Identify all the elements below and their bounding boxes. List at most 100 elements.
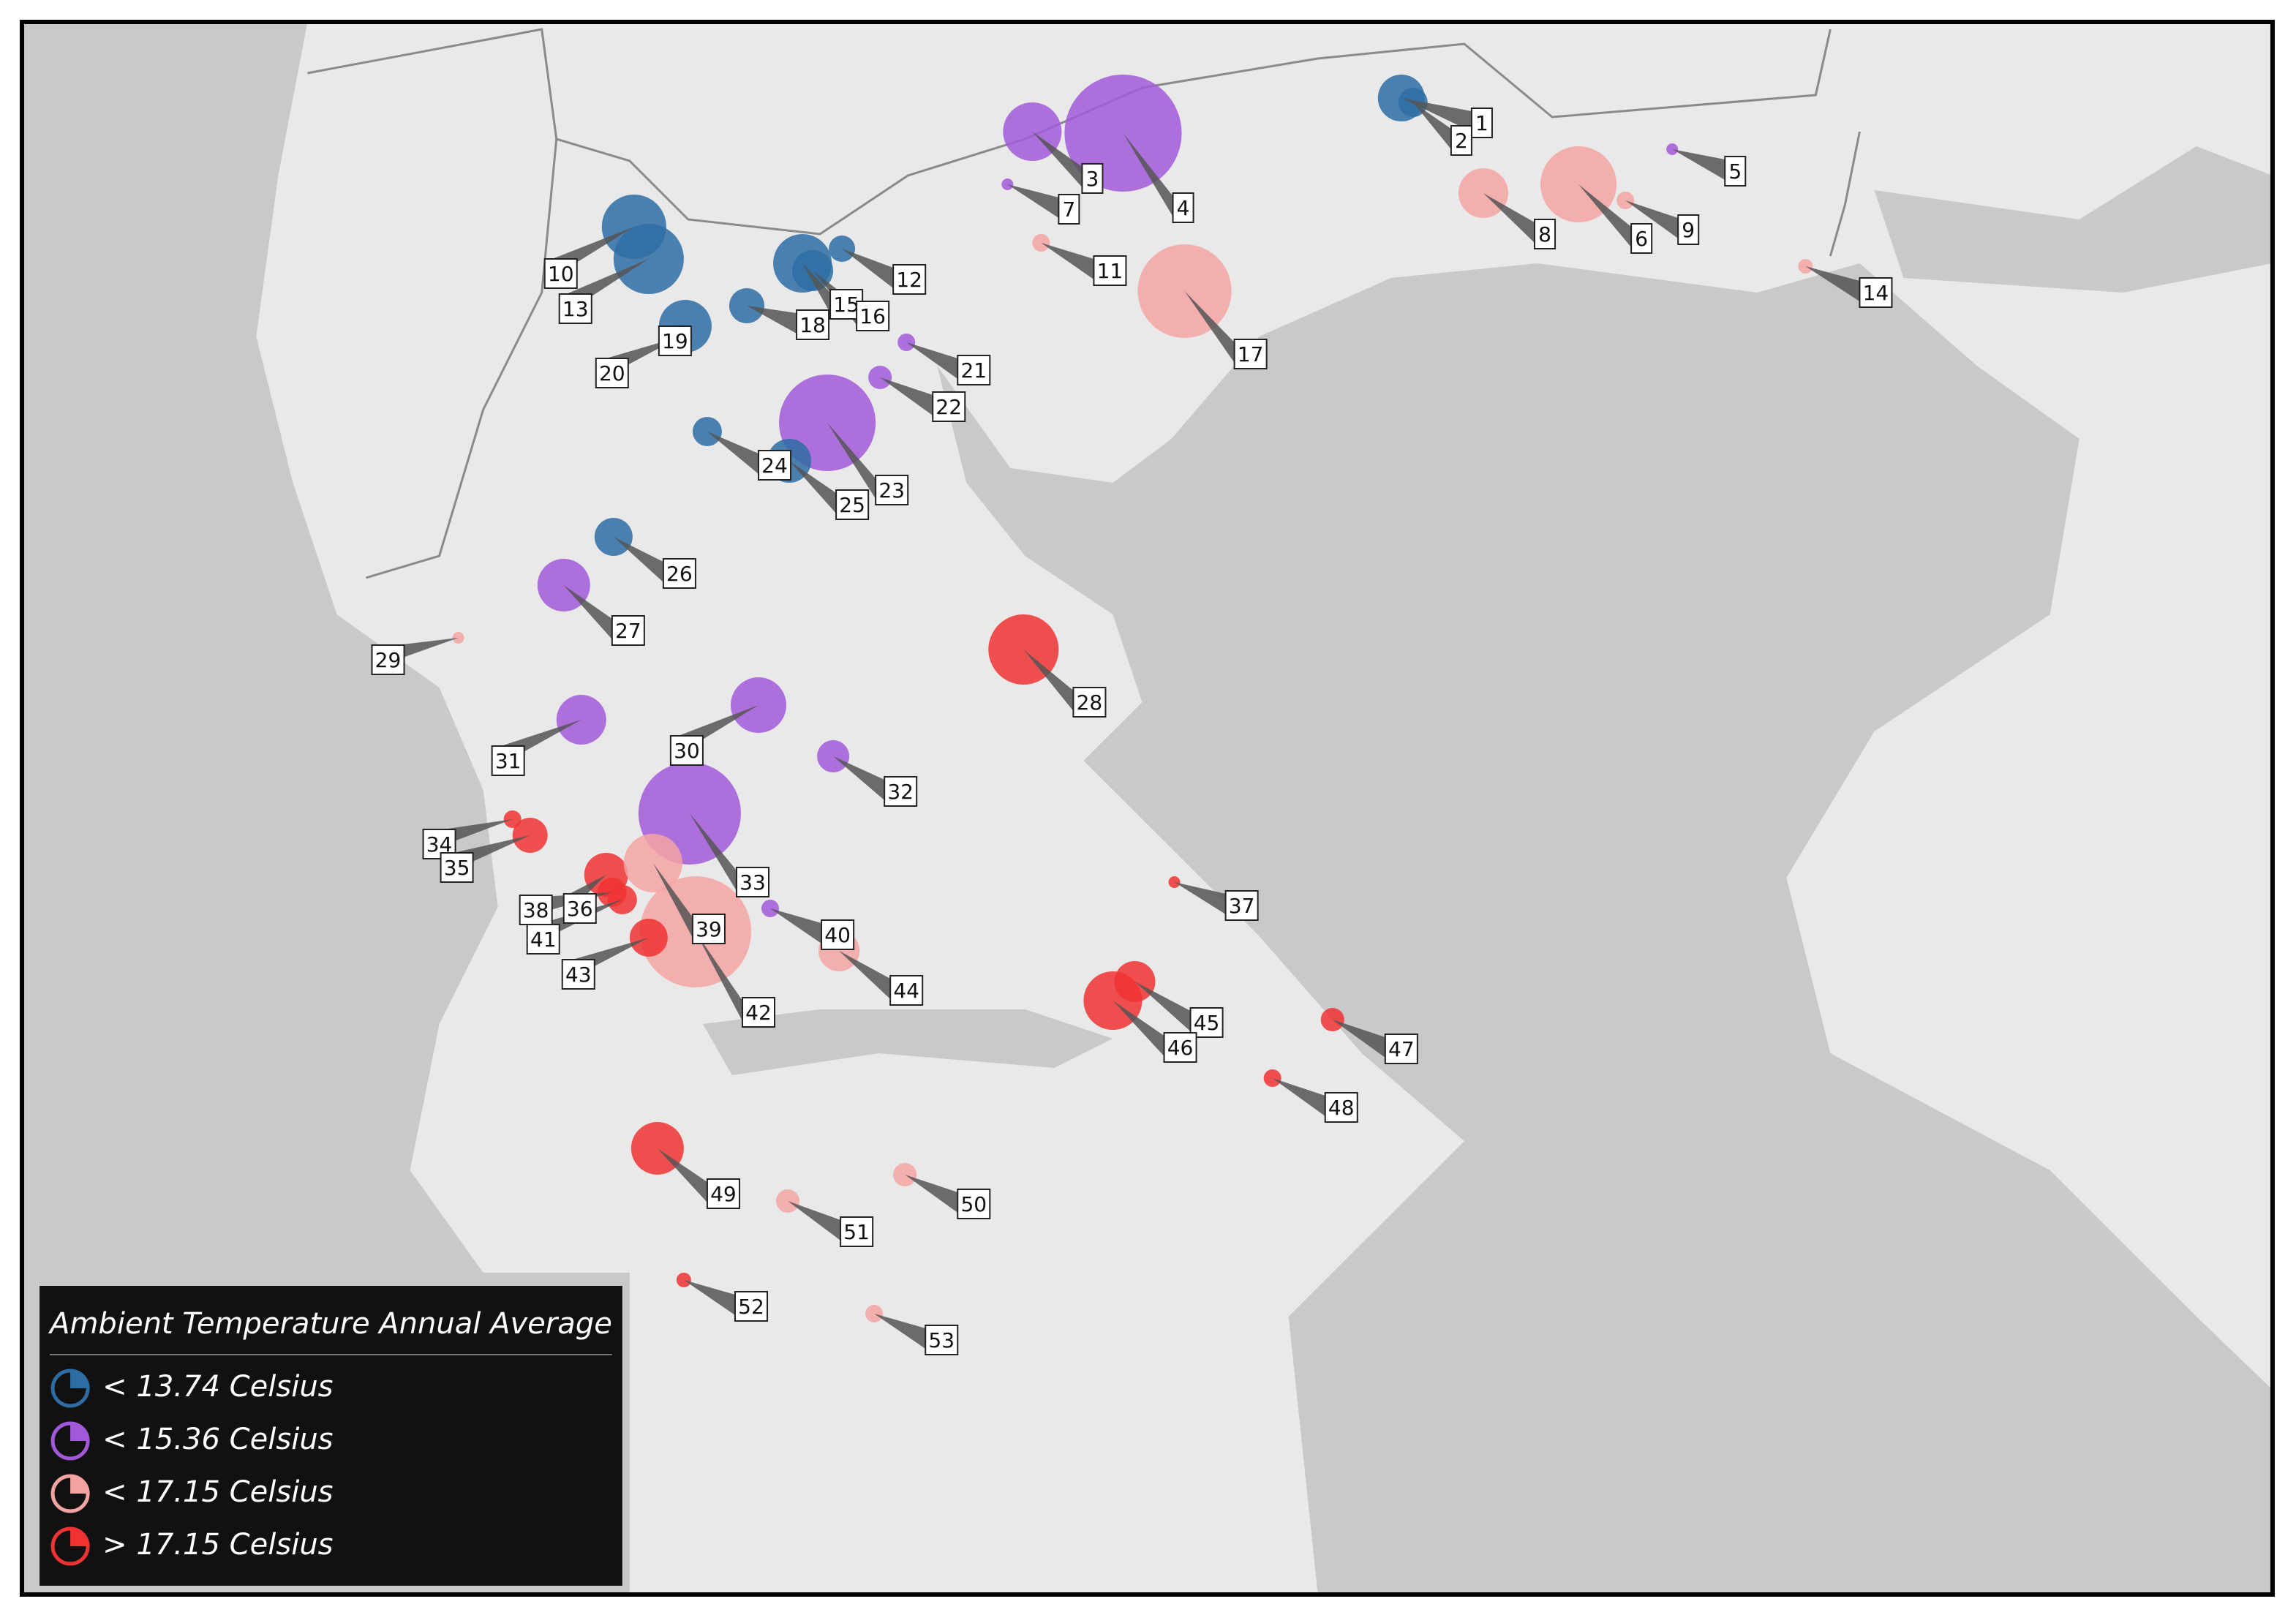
station-label: 14 (1863, 281, 1889, 305)
sea (22, 22, 2273, 1595)
label-box (662, 558, 696, 589)
label-box (1534, 219, 1557, 249)
label-box (691, 914, 726, 944)
label-box (734, 1291, 769, 1322)
station-label: 38 (523, 898, 549, 922)
label-box (925, 1325, 959, 1355)
label-pointer (905, 1175, 958, 1213)
label-box (1470, 108, 1493, 138)
station-label: 37 (1229, 894, 1255, 918)
label-box (1324, 1092, 1358, 1123)
station-label: 5 (1728, 159, 1742, 184)
label-pointer (746, 306, 797, 334)
label-box (932, 391, 966, 422)
label-box (856, 301, 890, 331)
station-label: 21 (960, 358, 987, 383)
station-label: 15 (833, 293, 859, 317)
legend-label: < 13.74 Celsius (102, 1370, 333, 1404)
station-bubble (729, 288, 764, 323)
label-box (1081, 163, 1104, 194)
station-label: 43 (565, 963, 592, 987)
label-box (735, 867, 770, 897)
station-label: 18 (799, 313, 826, 337)
station-label: 3 (1086, 167, 1099, 191)
label-pointer (707, 432, 759, 474)
label-box (1450, 125, 1472, 156)
legend-label: > 17.15 Celsius (102, 1528, 333, 1562)
station-label: 9 (1682, 218, 1695, 242)
station-label: 29 (375, 648, 402, 672)
station-label: 49 (710, 1182, 737, 1206)
label-box (1233, 339, 1268, 369)
label-box (840, 1216, 874, 1247)
label-box (371, 644, 405, 675)
label-pointer (1625, 200, 1679, 238)
station-label: 10 (548, 262, 574, 286)
label-pointer (1272, 1078, 1325, 1116)
label-pointer (695, 932, 742, 1021)
station-label: 7 (1062, 197, 1075, 222)
label-box (1384, 1034, 1418, 1064)
label-pointer (839, 951, 891, 999)
station-label: 30 (674, 739, 700, 763)
station-label: 6 (1635, 227, 1648, 251)
label-box (957, 1189, 991, 1219)
station-label: 20 (599, 361, 625, 385)
station-label: 35 (444, 856, 470, 880)
label-box (526, 924, 560, 955)
label-box (562, 893, 597, 924)
label-box (706, 1178, 740, 1209)
label-pointer (833, 756, 885, 800)
label-pointer (652, 863, 693, 938)
station-bubble (1001, 178, 1014, 190)
label-box (1093, 255, 1127, 286)
station-label: 17 (1238, 342, 1264, 366)
frame (20, 20, 2275, 1597)
label-box (875, 475, 909, 505)
station-label: 23 (878, 478, 905, 502)
label-box (611, 615, 645, 646)
station-label: 44 (893, 979, 919, 1003)
label-box (1072, 687, 1107, 718)
label-pointer (789, 461, 837, 513)
station-bubble (1458, 168, 1508, 218)
station-bubble (613, 224, 684, 294)
station-label: 53 (928, 1328, 955, 1352)
label-pointer (1032, 132, 1083, 187)
label-box (1224, 890, 1259, 921)
label-box (741, 997, 776, 1028)
label-box (1058, 194, 1080, 225)
station-label: 40 (824, 923, 851, 947)
label-pointer (1805, 266, 1860, 301)
borders (307, 28, 1861, 579)
station-label: 33 (739, 870, 766, 895)
station-label: 41 (530, 927, 557, 952)
label-pointer (657, 1148, 707, 1202)
label-box (796, 309, 830, 340)
legend-icon-wedge (70, 1529, 89, 1546)
station-label: 2 (1455, 129, 1468, 153)
label-box (1677, 214, 1700, 245)
label-box (884, 776, 918, 807)
station-label: 8 (1538, 222, 1551, 246)
label-pointer (1174, 882, 1226, 914)
label-box (595, 358, 629, 388)
station-bubble (692, 417, 722, 446)
label-pointer (1332, 1020, 1385, 1058)
label-box (835, 489, 870, 520)
station-label: 32 (887, 780, 914, 804)
label-pointer (874, 1314, 926, 1349)
label-pointer (802, 263, 831, 313)
label-box (658, 325, 692, 356)
label-box (561, 959, 595, 990)
label-box (821, 919, 855, 950)
legend-box (39, 1286, 622, 1586)
station-label: 47 (1388, 1037, 1415, 1061)
station-label: 4 (1177, 196, 1190, 220)
legend-icon-wedge (70, 1423, 89, 1441)
legend-items: < 13.74 Celsius < 15.36 Celsius < 17.15 Ce… (50, 1369, 334, 1566)
label-box (543, 258, 578, 289)
